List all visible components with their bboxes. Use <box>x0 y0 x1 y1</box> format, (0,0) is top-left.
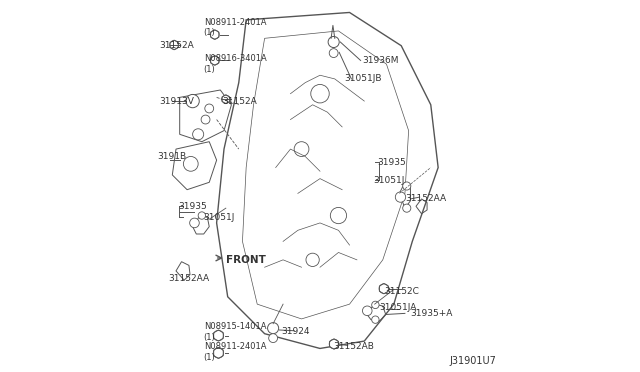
Circle shape <box>372 301 379 309</box>
Text: 31152A: 31152A <box>222 97 257 106</box>
Circle shape <box>198 212 205 219</box>
Text: N08916-3401A
(1): N08916-3401A (1) <box>204 54 266 74</box>
Circle shape <box>193 129 204 140</box>
Circle shape <box>170 41 179 49</box>
Text: FRONT: FRONT <box>226 255 266 265</box>
Text: 31913V: 31913V <box>159 97 195 106</box>
Circle shape <box>186 94 199 108</box>
Circle shape <box>329 339 339 349</box>
Circle shape <box>213 330 223 341</box>
Text: 31152AB: 31152AB <box>333 342 374 351</box>
Text: 31152AA: 31152AA <box>168 274 210 283</box>
Circle shape <box>184 157 198 171</box>
Text: J31901U7: J31901U7 <box>449 356 496 366</box>
Circle shape <box>268 323 278 334</box>
Text: N08911-2401A
(1): N08911-2401A (1) <box>204 17 266 37</box>
Text: N08911-2401A
(1): N08911-2401A (1) <box>204 343 266 362</box>
Text: 3191B: 3191B <box>157 152 186 161</box>
Circle shape <box>403 204 411 212</box>
Text: 31051JB: 31051JB <box>344 74 381 83</box>
Circle shape <box>372 316 379 323</box>
Circle shape <box>294 142 309 157</box>
Text: 31152AA: 31152AA <box>405 195 446 203</box>
Circle shape <box>328 36 339 48</box>
Circle shape <box>269 334 278 343</box>
Circle shape <box>222 95 230 103</box>
Text: 31051J: 31051J <box>204 213 235 222</box>
Circle shape <box>396 192 406 202</box>
Text: 31051J: 31051J <box>374 176 405 185</box>
Circle shape <box>201 115 210 124</box>
Circle shape <box>330 208 347 224</box>
Circle shape <box>205 104 214 113</box>
Text: 31935+A: 31935+A <box>410 309 453 318</box>
Circle shape <box>379 284 388 294</box>
Circle shape <box>306 253 319 266</box>
Text: 31924: 31924 <box>281 327 310 336</box>
Circle shape <box>213 348 223 358</box>
Text: 31935: 31935 <box>178 202 207 211</box>
Circle shape <box>403 182 411 190</box>
Circle shape <box>362 306 372 315</box>
Circle shape <box>189 218 199 228</box>
Text: 31936M: 31936M <box>362 56 399 65</box>
Text: 31051JA: 31051JA <box>379 303 417 312</box>
Text: 31935: 31935 <box>377 157 406 167</box>
Text: 31152C: 31152C <box>385 287 419 296</box>
Circle shape <box>311 84 329 103</box>
Text: N08915-1401A
(1): N08915-1401A (1) <box>204 322 266 341</box>
Circle shape <box>211 30 220 39</box>
Circle shape <box>211 56 220 65</box>
Text: 31152A: 31152A <box>159 41 194 50</box>
Circle shape <box>329 49 338 58</box>
